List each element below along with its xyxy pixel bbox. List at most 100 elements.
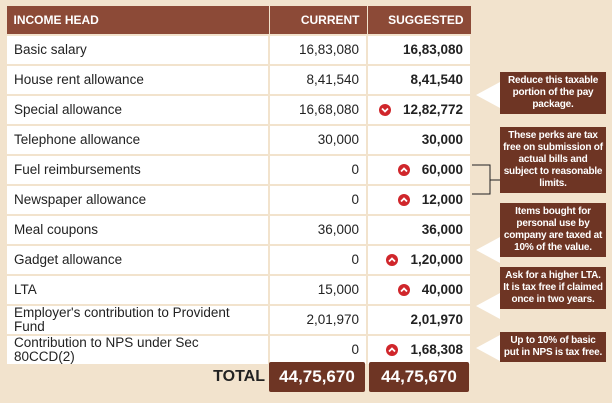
note: These perks are tax free on submission o… bbox=[500, 127, 606, 193]
table-row: Newspaper allowance 0 12,000 bbox=[5, 184, 472, 216]
total-label: TOTAL bbox=[213, 368, 265, 385]
current-value-text: 8,41,540 bbox=[306, 72, 359, 87]
table-row: House rent allowance 8,41,540 8,41,540 bbox=[5, 64, 472, 96]
table-row: Special allowance 16,68,080 12,82,772 bbox=[5, 94, 472, 126]
income-head: Fuel reimbursements bbox=[5, 154, 270, 186]
income-head: Newspaper allowance bbox=[5, 184, 270, 216]
change-icon bbox=[397, 164, 410, 177]
table-row: Gadget allowance 0 1,20,000 bbox=[5, 244, 472, 276]
pointer bbox=[476, 293, 500, 319]
suggested-value: 2,01,970 bbox=[366, 304, 472, 336]
suggested-value-text: 12,82,772 bbox=[402, 102, 463, 117]
income-head-text: Gadget allowance bbox=[14, 252, 123, 267]
current-value: 16,83,080 bbox=[268, 34, 368, 66]
income-table: INCOME HEAD CURRENT SUGGESTED Basic sala… bbox=[5, 5, 472, 366]
current-value-text: 15,000 bbox=[317, 282, 359, 297]
income-head: Employer's contribution to Provident Fun… bbox=[5, 304, 270, 336]
current-value: 15,000 bbox=[268, 274, 368, 306]
current-value-text: 36,000 bbox=[317, 222, 359, 237]
header-row: INCOME HEAD CURRENT SUGGESTED bbox=[5, 5, 472, 36]
table-row: LTA 15,000 40,000 bbox=[5, 274, 472, 306]
current-value: 30,000 bbox=[268, 124, 368, 156]
suggested-value-text: 36,000 bbox=[421, 222, 463, 237]
suggested-value-text: 60,000 bbox=[421, 162, 463, 177]
suggested-value-text: 40,000 bbox=[421, 282, 463, 297]
current-value: 0 bbox=[268, 184, 368, 216]
suggested-value-text: 16,83,080 bbox=[402, 42, 463, 57]
suggested-value: 40,000 bbox=[366, 274, 472, 306]
current-value: 0 bbox=[268, 244, 368, 276]
suggested-value-text: 8,41,540 bbox=[410, 72, 463, 87]
suggested-value: 16,83,080 bbox=[366, 34, 472, 66]
income-head: Gadget allowance bbox=[5, 244, 270, 276]
suggested-value-text: 30,000 bbox=[421, 132, 463, 147]
suggested-value: 12,000 bbox=[366, 184, 472, 216]
current-value: 16,68,080 bbox=[268, 94, 368, 126]
current-value-text: 0 bbox=[351, 192, 359, 207]
suggested-value: 36,000 bbox=[366, 214, 472, 246]
income-head-text: LTA bbox=[14, 282, 37, 297]
table-row: Telephone allowance 30,000 30,000 bbox=[5, 124, 472, 156]
current-value-text: 30,000 bbox=[317, 132, 359, 147]
income-head-text: Fuel reimbursements bbox=[14, 162, 141, 177]
income-head: Contribution to NPS under Sec 80CCD(2) bbox=[5, 334, 270, 366]
table-row: Contribution to NPS under Sec 80CCD(2) 0 1… bbox=[5, 334, 472, 366]
change-icon bbox=[397, 284, 410, 297]
change-icon bbox=[386, 344, 399, 357]
suggested-value: 60,000 bbox=[366, 154, 472, 186]
table-row: Fuel reimbursements 0 60,000 bbox=[5, 154, 472, 186]
income-head-text: Newspaper allowance bbox=[14, 192, 147, 207]
note: Items bought for personal use by company… bbox=[500, 203, 606, 257]
note: Ask for a higher LTA. It is tax free if … bbox=[500, 267, 606, 309]
current-value: 36,000 bbox=[268, 214, 368, 246]
current-value-text: 2,01,970 bbox=[306, 312, 359, 327]
table-row: Meal coupons 36,000 36,000 bbox=[5, 214, 472, 246]
note: Reduce this taxable portion of the pay p… bbox=[500, 72, 606, 114]
suggested-value-text: 1,20,000 bbox=[410, 252, 463, 267]
current-value-text: 0 bbox=[351, 252, 359, 267]
suggested-value-text: 2,01,970 bbox=[410, 312, 463, 327]
pointer bbox=[476, 82, 500, 108]
income-head-text: Special allowance bbox=[14, 102, 123, 117]
table-body: Basic salary 16,83,080 16,83,080 House rent… bbox=[5, 34, 472, 366]
income-head: LTA bbox=[5, 274, 270, 306]
change-icon bbox=[378, 104, 391, 117]
suggested-value: 1,20,000 bbox=[366, 244, 472, 276]
change-icon bbox=[397, 194, 410, 207]
total-suggested: 44,75,670 bbox=[369, 362, 469, 392]
income-head: Meal coupons bbox=[5, 214, 270, 246]
suggested-value-text: 12,000 bbox=[421, 192, 463, 207]
table-row: Basic salary 16,83,080 16,83,080 bbox=[5, 34, 472, 66]
income-head: Special allowance bbox=[5, 94, 270, 126]
current-value: 8,41,540 bbox=[268, 64, 368, 96]
current-value-text: 16,68,080 bbox=[298, 102, 359, 117]
income-head-text: Telephone allowance bbox=[14, 132, 141, 147]
income-head-text: Meal coupons bbox=[14, 222, 99, 237]
income-head: Basic salary bbox=[5, 34, 270, 66]
income-head: Telephone allowance bbox=[5, 124, 270, 156]
total-row: TOTAL 44,75,670 44,75,670 bbox=[5, 362, 470, 392]
income-head-text: Contribution to NPS under Sec 80CCD(2) bbox=[14, 335, 199, 364]
current-value: 0 bbox=[268, 154, 368, 186]
suggested-value: 8,41,540 bbox=[366, 64, 472, 96]
current-value-text: 0 bbox=[351, 162, 359, 177]
change-icon bbox=[386, 254, 399, 267]
header-cell: INCOME HEAD bbox=[5, 5, 270, 36]
suggested-value-text: 1,68,308 bbox=[410, 342, 463, 357]
total-current: 44,75,670 bbox=[269, 362, 365, 392]
income-head: House rent allowance bbox=[5, 64, 270, 96]
income-head-text: House rent allowance bbox=[14, 72, 144, 87]
current-value-text: 16,83,080 bbox=[298, 42, 359, 57]
income-head-text: Employer's contribution to Provident Fun… bbox=[14, 305, 230, 334]
income-head-text: Basic salary bbox=[14, 42, 87, 57]
suggested-value: 12,82,772 bbox=[366, 94, 472, 126]
pointer bbox=[476, 237, 500, 263]
current-value-text: 0 bbox=[351, 342, 359, 357]
note: Up to 10% of basic put in NPS is tax fre… bbox=[500, 332, 606, 362]
suggested-value: 30,000 bbox=[366, 124, 472, 156]
bracket bbox=[472, 164, 491, 195]
pointer bbox=[476, 335, 500, 361]
current-value: 2,01,970 bbox=[268, 304, 368, 336]
